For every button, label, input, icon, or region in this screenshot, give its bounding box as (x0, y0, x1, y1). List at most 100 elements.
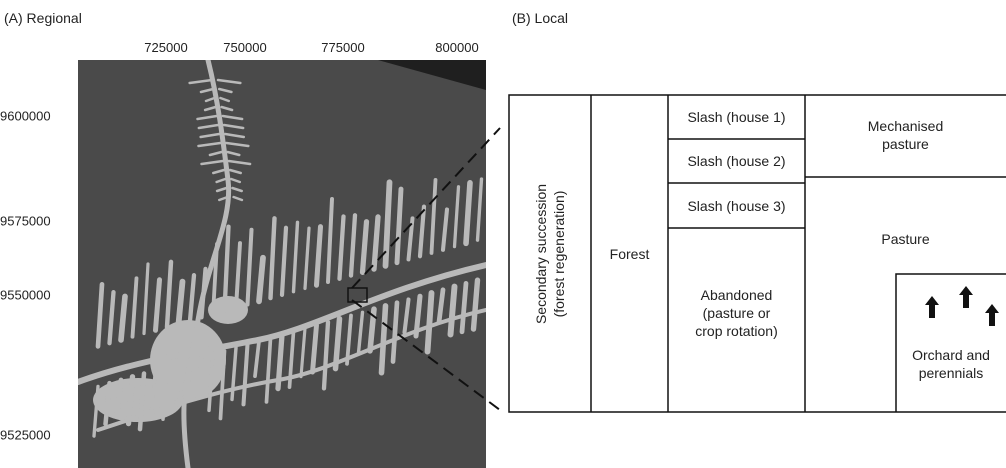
feeder-road (217, 87, 233, 94)
feeder-road (175, 278, 186, 327)
feeder-road (447, 283, 458, 338)
regional-panel-title: (A) Regional (4, 10, 82, 26)
feeder-road (187, 273, 197, 323)
feeder-road (310, 322, 319, 375)
abandoned-cell: Abandoned (pasture or crop rotation) (668, 258, 805, 368)
feeder-road (231, 186, 243, 193)
pasture-label: Pasture (881, 231, 930, 247)
zoom-line-top (351, 127, 501, 289)
feeder-road (268, 216, 277, 301)
feeder-road (220, 105, 234, 112)
feeder-road (371, 214, 381, 272)
feeder-road (394, 186, 404, 266)
feeder-road (118, 293, 128, 343)
feeder-road (183, 357, 193, 400)
feeder-road (92, 384, 100, 438)
feeder-road (197, 141, 222, 148)
feeder-road (440, 207, 450, 252)
feeder-road (219, 96, 231, 103)
tree-arrow-icon (925, 296, 939, 318)
feeder-road (299, 326, 307, 379)
local-panel-title: (B) Local (512, 10, 569, 26)
feeder-road (208, 150, 223, 157)
feeder-road (103, 380, 112, 427)
feeder-road (463, 180, 473, 247)
slash-house-2-cell: Slash (house 2) (668, 139, 805, 183)
feeder-road (171, 360, 182, 401)
feeder-road (197, 123, 220, 130)
x-tick-label: 750000 (223, 40, 267, 55)
feeder-road (199, 266, 208, 320)
feeder-road (337, 214, 346, 281)
feeder-road (390, 300, 400, 364)
feeder-road (207, 352, 215, 413)
feeder-road (303, 226, 311, 291)
feeder-road (256, 254, 266, 305)
feeder-road (245, 227, 254, 307)
feeder-road (356, 310, 365, 355)
feeder-road (313, 224, 324, 288)
feeder-road (227, 159, 252, 166)
feeder-road (196, 114, 219, 121)
feeder-road (195, 355, 204, 399)
feeder-road (345, 313, 353, 366)
slash-house-1-label: Slash (house 1) (687, 109, 786, 125)
x-tick-label: 775000 (321, 40, 365, 55)
feeder-road (406, 216, 415, 262)
feeder-road (417, 204, 427, 259)
feeder-road (125, 374, 136, 427)
feeder-road (279, 225, 289, 297)
feeder-road (221, 114, 244, 121)
abandoned-label: Abandoned (pasture or crop rotation) (695, 287, 778, 339)
feeder-road (253, 339, 261, 379)
feeder-road (287, 329, 296, 389)
feeder-road (436, 287, 446, 325)
feeder-road (413, 293, 423, 339)
feeder-road (212, 168, 226, 175)
map-dark-corner (378, 60, 486, 90)
feeder-road (359, 219, 370, 275)
zoom-line-bottom (351, 299, 501, 411)
feeder-road (199, 87, 215, 94)
y-tick-label: 9550000 (0, 287, 51, 303)
feeder-road (291, 220, 300, 294)
feeder-road (211, 242, 219, 317)
feeder-road (452, 185, 461, 249)
feeder-road (222, 123, 245, 130)
feeder-road (378, 303, 389, 376)
feeder-road (229, 177, 242, 184)
slash-house-3-cell: Slash (house 3) (668, 183, 805, 228)
pasture-cell: Pasture (805, 226, 1006, 252)
x-tick-label: 725000 (144, 40, 188, 55)
feeder-road (424, 290, 435, 355)
feeder-road (95, 281, 105, 349)
tree-arrow-icon (985, 304, 999, 326)
feeder-road (218, 195, 229, 202)
y-tick-label: 9600000 (0, 108, 51, 124)
mechanised-pasture-cell: Mechanised pasture (805, 110, 1006, 160)
deforestation-pattern (78, 60, 486, 468)
study-area-box (347, 287, 368, 303)
feeder-road (402, 297, 411, 335)
feeder-road (241, 342, 250, 407)
feeder-road (130, 276, 139, 339)
feeder-road (215, 186, 228, 193)
feeder-road (199, 132, 221, 139)
forest-label: Forest (609, 245, 650, 262)
feeder-road (264, 336, 273, 404)
feeder-road (149, 368, 158, 413)
y-tick-label: 9575000 (0, 213, 51, 229)
feeder-road (225, 141, 250, 148)
regional-map-image (78, 60, 486, 468)
feeder-road (164, 259, 174, 330)
feeder-road (203, 105, 217, 112)
secondary-succession-cell: Secondary succession (forest regeneratio… (510, 95, 590, 412)
orchard-label: Orchard and perennials (912, 347, 990, 381)
feeder-road (470, 277, 481, 332)
feeder-road (215, 177, 227, 184)
feeder-road (137, 371, 147, 432)
feeder-road (107, 290, 116, 346)
slash-house-1-cell: Slash (house 1) (668, 95, 805, 139)
